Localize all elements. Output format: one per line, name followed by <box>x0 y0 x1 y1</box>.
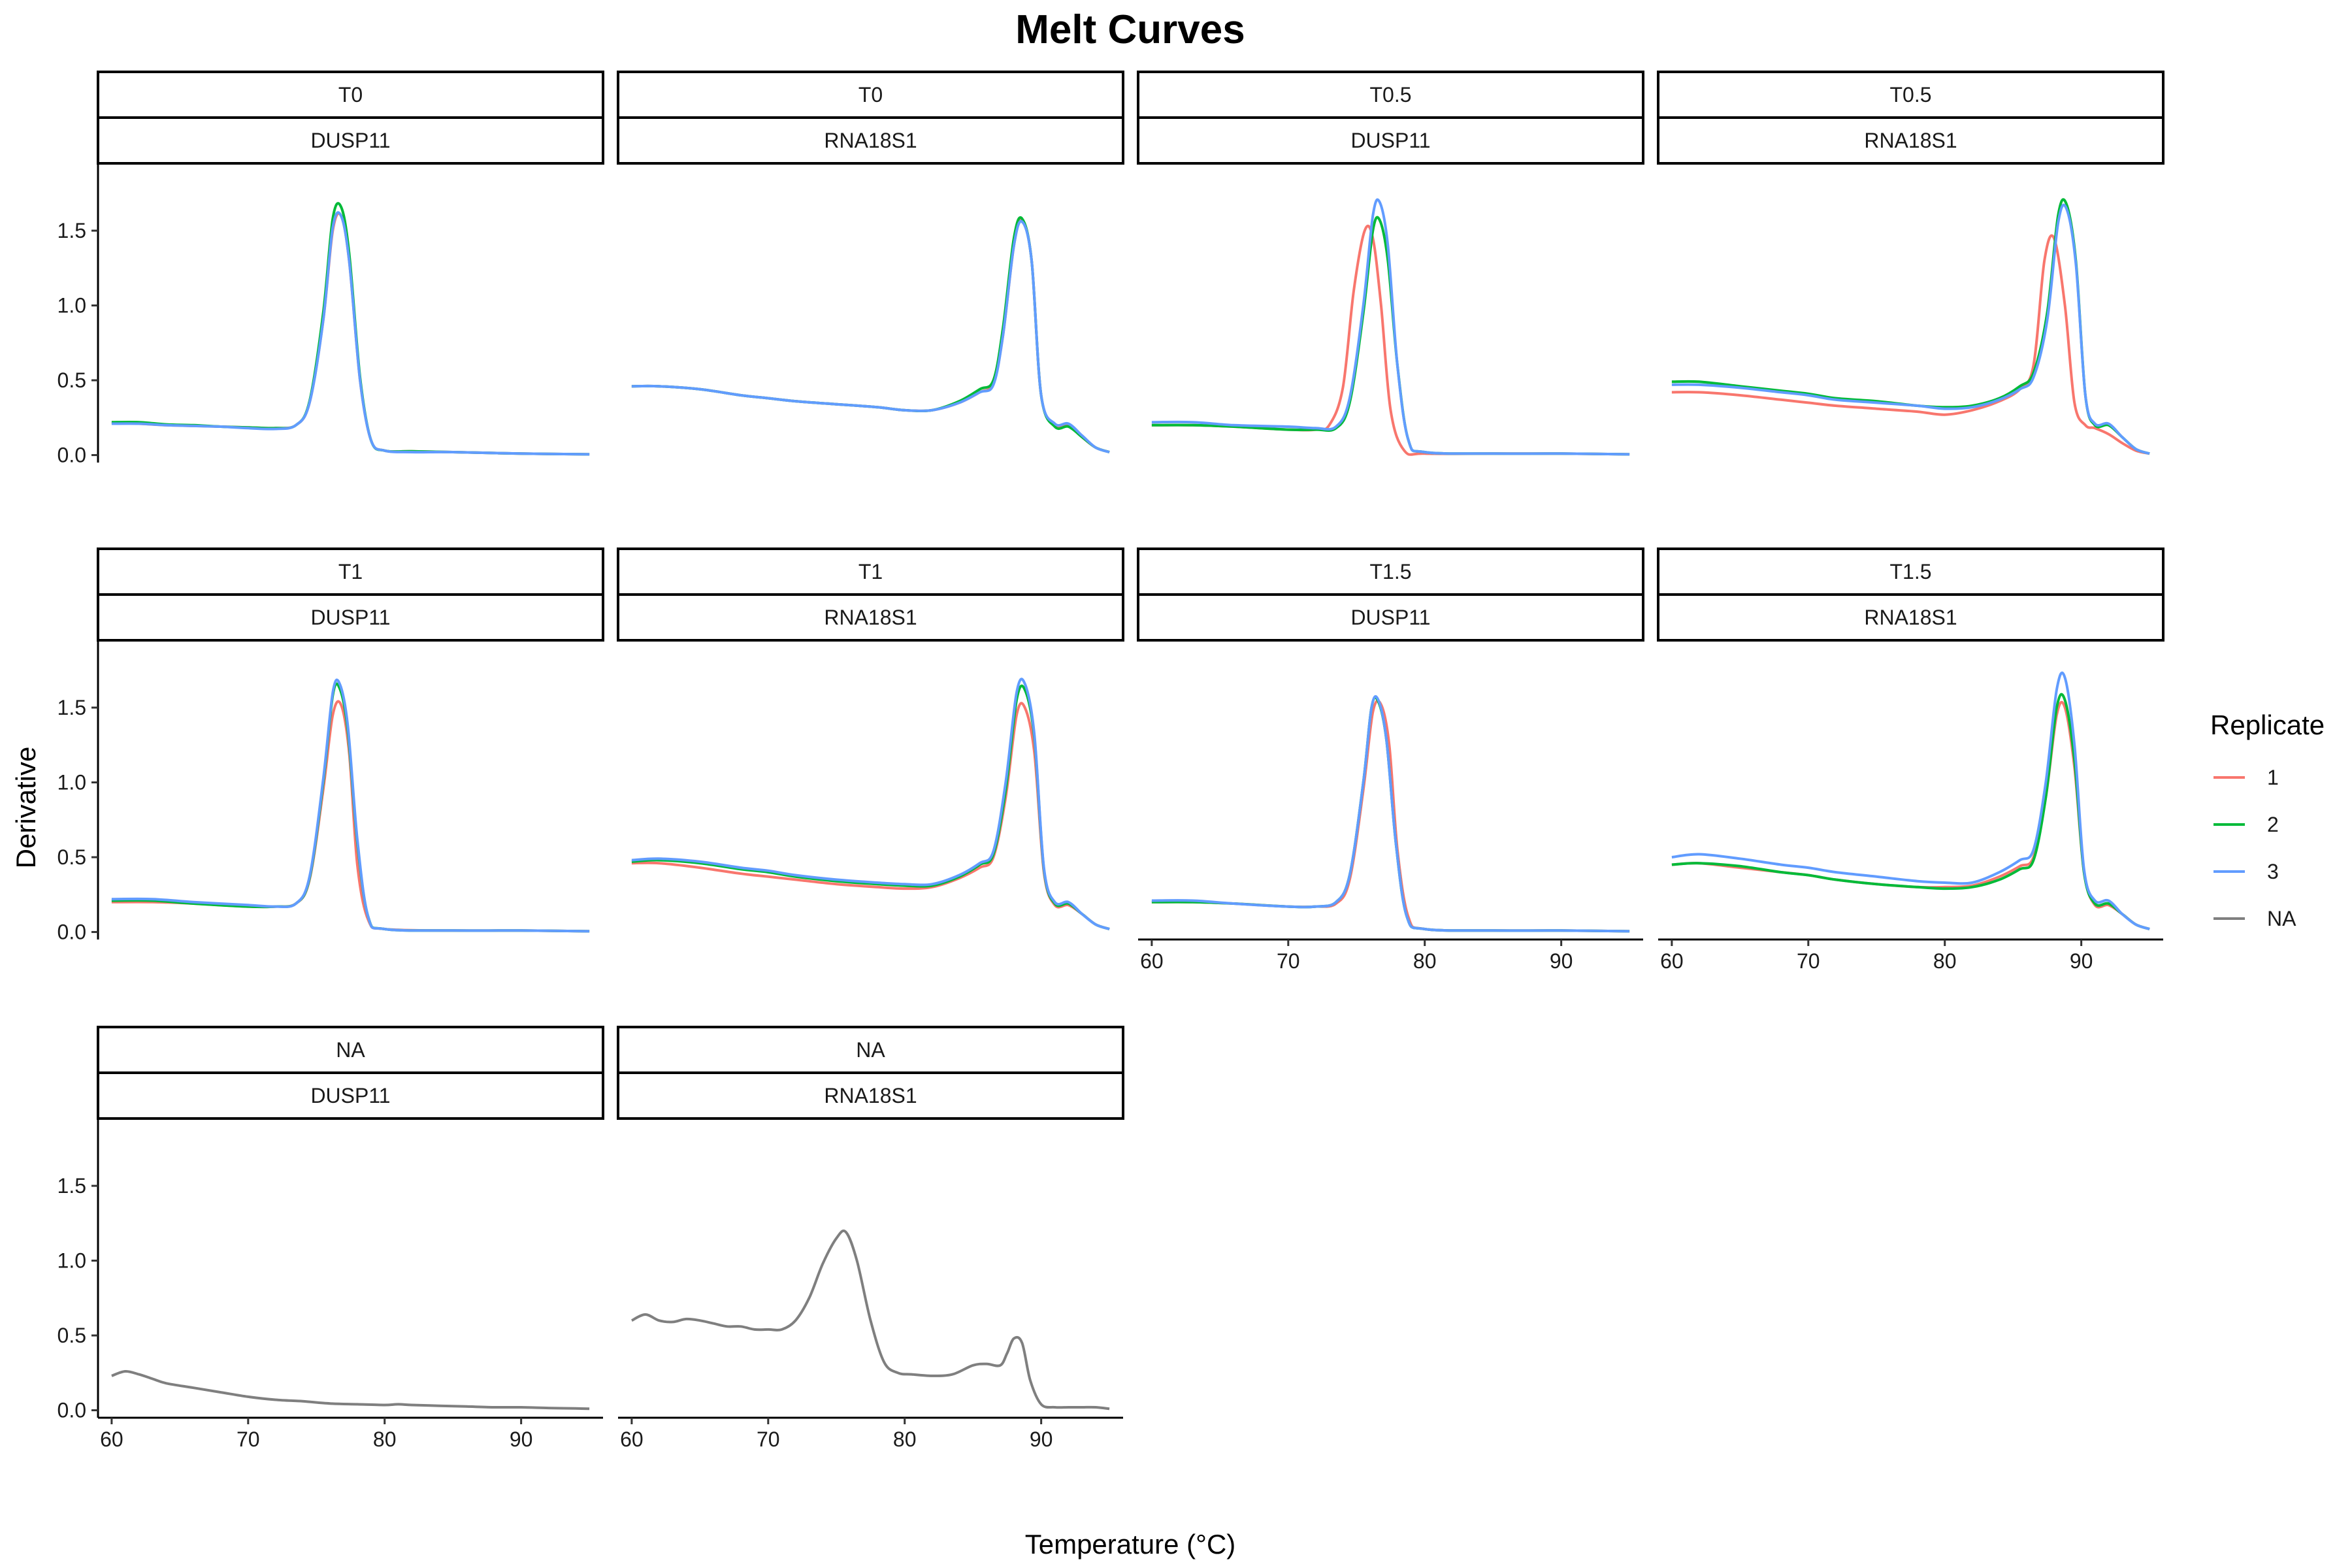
legend-label: 2 <box>2267 813 2279 836</box>
series-line-2 <box>1671 693 2150 930</box>
x-tick-label: 80 <box>1413 949 1437 973</box>
strip-gene-box <box>617 593 1124 642</box>
x-tick-label: 70 <box>1277 949 1300 973</box>
strip-time-label: T1 <box>858 560 883 583</box>
facet-panel: T0 RNA18S1 <box>617 71 1124 453</box>
x-tick-label: 70 <box>237 1428 260 1451</box>
y-tick-label: 0.5 <box>57 1324 86 1347</box>
strip-gene-box <box>617 1071 1124 1120</box>
facet-panel: T1 DUSP11 0.0 0.5 1.0 1.5 <box>57 547 604 944</box>
series-line-3 <box>1151 695 1630 933</box>
strip-time-box <box>617 1026 1124 1074</box>
strip-time-label: T1.5 <box>1889 560 1931 583</box>
strip-time-label: T0.5 <box>1889 83 1931 106</box>
y-tick-label: 0.0 <box>57 1399 86 1422</box>
x-tick-label: 90 <box>1550 949 1573 973</box>
x-tick-label: 80 <box>373 1428 397 1451</box>
strip-time-box <box>617 71 1124 119</box>
strip-gene-label: RNA18S1 <box>1864 129 1957 152</box>
strip-gene-box <box>1137 116 1644 165</box>
strip-time-label: T0 <box>858 83 883 106</box>
series-line-NA <box>630 1229 1110 1411</box>
x-tick-label: 90 <box>1030 1428 1053 1451</box>
series-line-NA <box>111 1369 590 1411</box>
x-tick-label: 60 <box>1140 949 1164 973</box>
y-tick-label: 0.5 <box>57 845 86 869</box>
strip-gene-label: RNA18S1 <box>824 129 917 152</box>
y-tick-label: 1.5 <box>57 696 86 719</box>
strip-time-box <box>97 1026 604 1074</box>
y-tick-label: 1.0 <box>57 1249 86 1273</box>
series-line-3 <box>111 678 590 933</box>
strip-gene-label: DUSP11 <box>1350 606 1430 629</box>
facet-panel: T0 DUSP11 0.0 0.5 1.0 1.5 <box>57 71 604 467</box>
strip-time-label: NA <box>856 1038 885 1062</box>
x-tick-label: 60 <box>100 1428 123 1451</box>
legend-title: Replicate <box>2210 710 2325 740</box>
strip-gene-label: RNA18S1 <box>824 606 917 629</box>
strip-time-label: T1 <box>338 560 363 583</box>
y-tick-label: 1.5 <box>57 219 86 242</box>
facet-panel: T1.5 RNA18S1 60 70 80 90 <box>1657 547 2164 973</box>
strip-time-box <box>97 71 604 119</box>
strip-gene-box <box>97 593 604 642</box>
y-tick-label: 1.5 <box>57 1174 86 1198</box>
facet-panel: NA RNA18S1 60 70 80 90 <box>617 1026 1124 1451</box>
facet-panel: T1 RNA18S1 <box>617 547 1124 930</box>
strip-gene-label: DUSP11 <box>310 1084 390 1107</box>
strip-gene-box <box>1657 593 2164 642</box>
series-line-3 <box>631 220 1110 453</box>
x-tick-label: 90 <box>2070 949 2093 973</box>
y-tick-label: 0.0 <box>57 921 86 944</box>
strip-gene-box <box>1137 593 1644 642</box>
x-tick-label: 80 <box>1933 949 1957 973</box>
legend-label: NA <box>2267 907 2296 930</box>
x-tick-label: 70 <box>1797 949 1820 973</box>
chart-title: Melt Curves <box>1015 7 1245 52</box>
x-tick-label: 60 <box>620 1428 644 1451</box>
strip-gene-label: DUSP11 <box>310 129 390 152</box>
legend: Replicate 1 2 3 NA <box>2210 710 2325 930</box>
strip-gene-label: DUSP11 <box>310 606 390 629</box>
y-tick-label: 1.0 <box>57 294 86 318</box>
strip-gene-box <box>1657 116 2164 165</box>
facet-panel: T0.5 RNA18S1 <box>1657 71 2164 455</box>
strip-time-box <box>1657 547 2164 596</box>
strip-time-label: NA <box>336 1038 365 1062</box>
strip-gene-box <box>617 116 1124 165</box>
facet-panel: T0.5 DUSP11 <box>1137 71 1644 456</box>
series-line-3 <box>111 211 590 456</box>
series-line-3 <box>1671 671 2150 930</box>
x-tick-label: 60 <box>1660 949 1684 973</box>
series-line-3 <box>1671 203 2150 455</box>
x-axis-title: Temperature (°C) <box>1025 1529 1236 1560</box>
strip-gene-label: RNA18S1 <box>824 1084 917 1107</box>
strip-time-label: T1.5 <box>1369 560 1411 583</box>
strip-gene-box <box>97 1071 604 1120</box>
y-tick-label: 0.5 <box>57 368 86 392</box>
y-tick-label: 0.0 <box>57 444 86 467</box>
series-line-3 <box>631 678 1110 930</box>
legend-label: 3 <box>2267 860 2279 883</box>
legend-label: 1 <box>2267 766 2279 789</box>
y-tick-label: 1.0 <box>57 771 86 794</box>
strip-gene-box <box>97 116 604 165</box>
strip-time-label: T0.5 <box>1369 83 1411 106</box>
x-tick-label: 80 <box>893 1428 917 1451</box>
strip-gene-label: DUSP11 <box>1350 129 1430 152</box>
strip-gene-label: RNA18S1 <box>1864 606 1957 629</box>
strip-time-label: T0 <box>338 83 363 106</box>
y-axis-title: Derivative <box>10 747 41 869</box>
facet-panel: NA DUSP11 0.0 0.5 1.0 1.5 60 70 80 90 <box>57 1026 604 1451</box>
facet-panels: T0DUSP110.00.51.01.5T0RNA18S1T0.5DUSP11T… <box>57 71 2164 1451</box>
series-line-3 <box>1151 198 1630 456</box>
x-tick-label: 90 <box>510 1428 533 1451</box>
x-tick-label: 70 <box>757 1428 780 1451</box>
facet-panel: T1.5 DUSP11 60 70 80 90 <box>1137 547 1644 973</box>
